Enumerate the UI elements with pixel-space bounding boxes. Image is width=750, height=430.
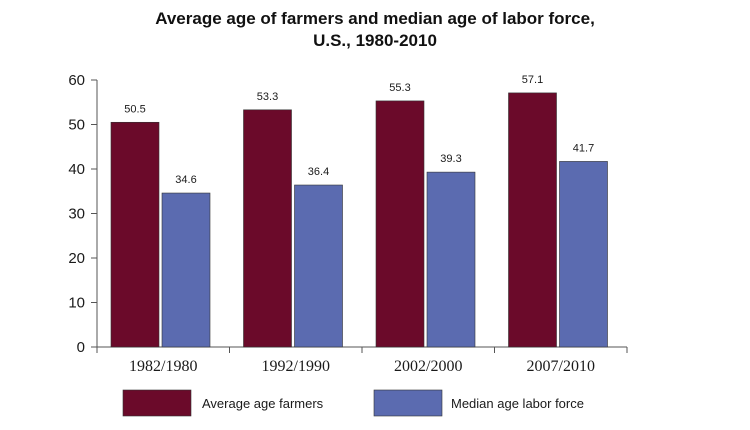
y-tick-label: 50: [68, 117, 85, 134]
bar-average-age-farmers: [375, 100, 425, 348]
bar-average-age-farmers: [110, 121, 160, 348]
chart-legend: Average age farmers Median age labor forc…: [122, 389, 584, 417]
data-label: 50.5: [124, 103, 145, 115]
x-category-label: 2007/2010: [527, 358, 595, 375]
chart-title-line-1: Average age of farmers and median age of…: [155, 9, 595, 28]
bar-median-age-labor-force: [559, 161, 608, 348]
bar-median-age-labor-force: [161, 192, 211, 348]
data-label: 41.7: [573, 142, 594, 154]
data-label: 36.4: [308, 166, 329, 178]
bar-median-age-labor-force: [294, 184, 343, 348]
y-tick-label: 10: [68, 295, 85, 312]
chart-title: Average age of farmers and median age of…: [0, 8, 750, 52]
data-label: 53.3: [257, 91, 278, 103]
bar-average-age-farmers: [243, 109, 292, 348]
bar-median-age-labor-force: [426, 171, 476, 348]
y-tick-label: 0: [77, 339, 85, 356]
x-category-label: 1982/1980: [129, 358, 197, 375]
x-category-label: 2002/2000: [394, 358, 462, 375]
y-tick-label: 60: [68, 72, 85, 89]
x-category-label: 1992/1990: [262, 358, 330, 375]
y-tick-label: 40: [68, 161, 85, 178]
data-label: 57.1: [522, 74, 543, 86]
chart-labels: 50.5 34.6 1982/1980 53.3 36.4 1992/1990 55.3 39…: [124, 74, 595, 375]
data-label: 55.3: [389, 82, 410, 94]
legend-swatch: [373, 389, 443, 417]
legend-label: Median age labor force: [451, 396, 584, 411]
data-label: 39.3: [440, 153, 461, 165]
data-label: 34.6: [175, 174, 196, 186]
legend-swatch: [122, 389, 192, 417]
chart-bars: [110, 92, 608, 348]
legend-label: Average age farmers: [202, 396, 324, 411]
bar-average-age-farmers: [508, 92, 557, 348]
chart-title-line-2: U.S., 1980-2010: [313, 31, 437, 50]
y-tick-label: 30: [68, 206, 85, 223]
y-tick-label: 20: [68, 250, 85, 267]
